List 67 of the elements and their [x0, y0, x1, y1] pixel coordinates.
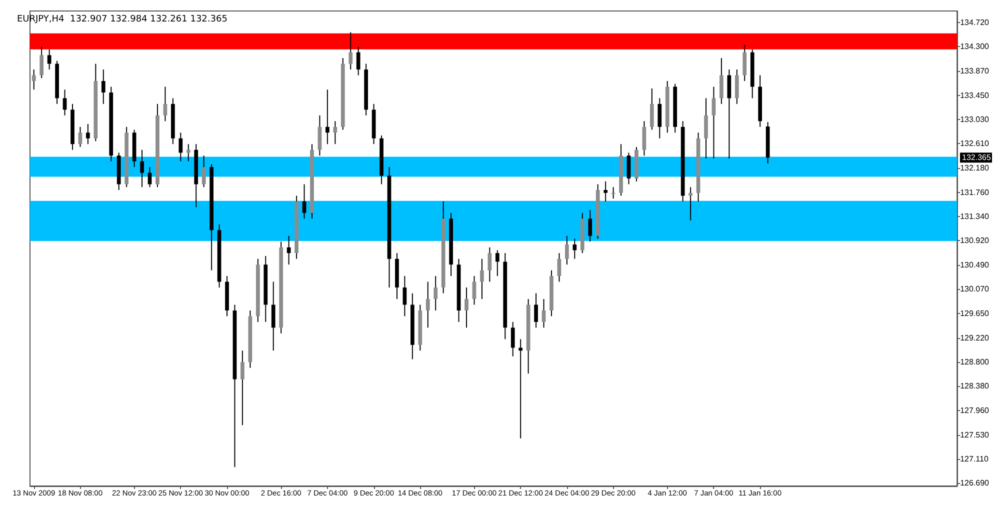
candlestick	[62, 89, 67, 116]
candlestick	[426, 281, 430, 328]
y-tick-label: 132.180	[960, 164, 990, 173]
candlestick	[611, 186, 616, 200]
candlestick	[712, 86, 716, 159]
candlestick	[178, 132, 183, 162]
y-tick-label: 134.300	[960, 42, 990, 52]
candlestick	[101, 69, 106, 104]
candlestick	[704, 98, 708, 159]
candlestick	[658, 98, 662, 139]
candlestick	[271, 281, 276, 352]
y-tick-label: 128.380	[960, 382, 990, 391]
candlestick	[240, 350, 244, 426]
y-tick-label: 128.800	[960, 358, 990, 367]
candlestick	[626, 152, 631, 185]
y-tick-label: 133.870	[960, 66, 990, 76]
y-tick-label: 132.610	[960, 139, 990, 148]
candlestick	[510, 321, 515, 357]
candlestick	[534, 292, 538, 328]
candlestick	[742, 44, 747, 82]
y-tick-label: 130.490	[960, 260, 990, 270]
candlestick	[480, 258, 484, 300]
y-tick-label: 126.690	[960, 478, 990, 488]
y-tick-label: 130.070	[960, 284, 990, 294]
y-tick-label: 133.030	[960, 114, 990, 124]
y-tick-label: 129.650	[960, 308, 990, 318]
y-tick-label: 127.110	[960, 454, 989, 464]
candlestick	[727, 69, 732, 159]
y-tick-label: 127.960	[960, 406, 990, 415]
candlestick	[140, 149, 144, 188]
candlestick	[356, 46, 360, 76]
candlestick	[40, 46, 44, 79]
candlestick	[565, 235, 569, 266]
candlestick	[604, 180, 608, 202]
candlestick	[348, 32, 353, 70]
candlestick	[734, 69, 739, 104]
annotation: 132.365	[962, 153, 992, 162]
candlestick	[572, 238, 577, 260]
candlestick	[588, 210, 592, 242]
y-tick-label: 133.450	[960, 90, 990, 100]
y-tick-label: 130.920	[960, 236, 990, 245]
candlestick	[488, 246, 492, 282]
candlestick	[78, 126, 82, 148]
candlestick	[186, 144, 190, 162]
candlestick	[326, 89, 330, 145]
candlestick	[202, 155, 206, 188]
candlestick	[163, 86, 168, 122]
candlestick	[302, 184, 306, 220]
candlestick	[32, 69, 36, 90]
candlestick	[47, 48, 52, 70]
candlestick	[86, 124, 90, 145]
candlestick	[642, 120, 646, 156]
candlestick	[464, 287, 468, 328]
candlestick	[650, 88, 654, 130]
candlestick	[333, 120, 338, 145]
candlestick	[318, 114, 322, 156]
candlestick	[720, 58, 724, 104]
candlestick	[495, 250, 500, 277]
candlestick	[688, 186, 692, 221]
candlestick	[542, 298, 546, 328]
y-tick-label: 134.720	[960, 18, 990, 27]
y-tick-label: 131.760	[960, 188, 990, 197]
y-tick-label: 127.530	[960, 430, 990, 440]
candlestick	[434, 276, 438, 311]
y-tick-label: 129.220	[960, 333, 990, 342]
y-tick-label: 131.340	[960, 212, 990, 221]
candlestick	[518, 338, 523, 439]
